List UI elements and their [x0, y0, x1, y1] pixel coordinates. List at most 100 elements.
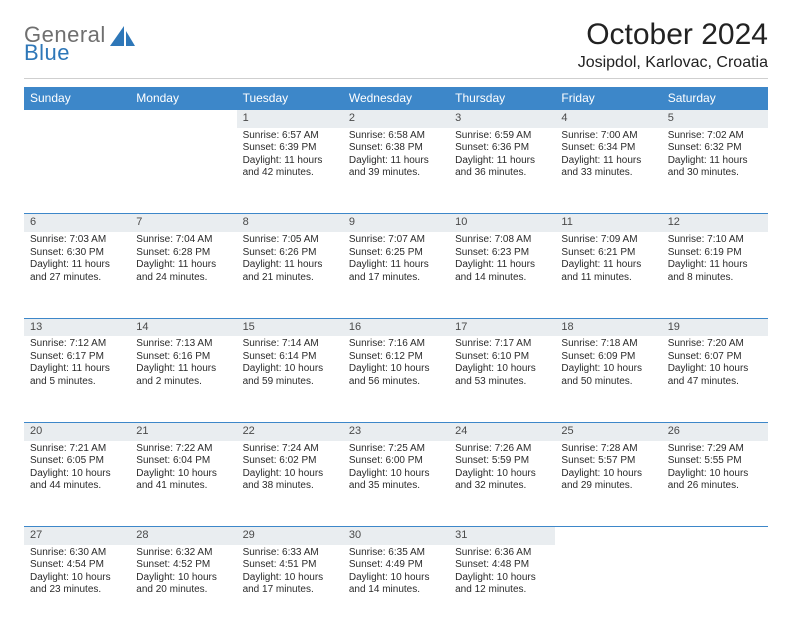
day-number-cell: 18 — [555, 318, 661, 336]
sunset-line: Sunset: 5:55 PM — [668, 455, 762, 468]
sunset-line: Sunset: 6:34 PM — [561, 142, 655, 155]
day-number-row: 20212223242526 — [24, 422, 768, 440]
day-body-cell: Sunrise: 6:35 AMSunset: 4:49 PMDaylight:… — [343, 545, 449, 631]
daylight-line: Daylight: 11 hours and 30 minutes. — [668, 155, 762, 180]
sunrise-line: Sunrise: 7:12 AM — [30, 338, 124, 351]
day-number-cell — [662, 527, 768, 545]
daylight-line: Daylight: 11 hours and 24 minutes. — [136, 259, 230, 284]
day-details: Sunrise: 7:25 AMSunset: 6:00 PMDaylight:… — [343, 441, 449, 499]
sunset-line: Sunset: 4:54 PM — [30, 559, 124, 572]
sunset-line: Sunset: 4:48 PM — [455, 559, 549, 572]
day-number-cell: 14 — [130, 318, 236, 336]
day-number-cell: 22 — [237, 422, 343, 440]
day-details: Sunrise: 7:18 AMSunset: 6:09 PMDaylight:… — [555, 336, 661, 394]
sunset-line: Sunset: 6:12 PM — [349, 351, 443, 364]
sunrise-line: Sunrise: 7:28 AM — [561, 443, 655, 456]
day-details: Sunrise: 7:07 AMSunset: 6:25 PMDaylight:… — [343, 232, 449, 290]
day-body-cell: Sunrise: 7:16 AMSunset: 6:12 PMDaylight:… — [343, 336, 449, 422]
daylight-line: Daylight: 10 hours and 35 minutes. — [349, 468, 443, 493]
month-title: October 2024 — [578, 18, 768, 52]
day-number-cell: 19 — [662, 318, 768, 336]
sunrise-line: Sunrise: 7:08 AM — [455, 234, 549, 247]
daylight-line: Daylight: 11 hours and 8 minutes. — [668, 259, 762, 284]
day-number-cell: 5 — [662, 110, 768, 128]
logo-sail-icon — [110, 26, 136, 48]
sunrise-line: Sunrise: 7:29 AM — [668, 443, 762, 456]
day-body-cell: Sunrise: 7:26 AMSunset: 5:59 PMDaylight:… — [449, 441, 555, 527]
day-number-cell: 17 — [449, 318, 555, 336]
day-body-row: Sunrise: 6:57 AMSunset: 6:39 PMDaylight:… — [24, 128, 768, 214]
day-details: Sunrise: 7:17 AMSunset: 6:10 PMDaylight:… — [449, 336, 555, 394]
day-details: Sunrise: 7:13 AMSunset: 6:16 PMDaylight:… — [130, 336, 236, 394]
sunset-line: Sunset: 6:36 PM — [455, 142, 549, 155]
day-details: Sunrise: 6:57 AMSunset: 6:39 PMDaylight:… — [237, 128, 343, 186]
day-body-cell: Sunrise: 7:20 AMSunset: 6:07 PMDaylight:… — [662, 336, 768, 422]
sunset-line: Sunset: 6:17 PM — [30, 351, 124, 364]
day-number-cell: 28 — [130, 527, 236, 545]
day-body-row: Sunrise: 7:03 AMSunset: 6:30 PMDaylight:… — [24, 232, 768, 318]
sunrise-line: Sunrise: 6:32 AM — [136, 547, 230, 560]
sunrise-line: Sunrise: 6:30 AM — [30, 547, 124, 560]
day-details: Sunrise: 6:33 AMSunset: 4:51 PMDaylight:… — [237, 545, 343, 603]
day-number-cell: 27 — [24, 527, 130, 545]
day-details: Sunrise: 7:00 AMSunset: 6:34 PMDaylight:… — [555, 128, 661, 186]
daylight-line: Daylight: 10 hours and 26 minutes. — [668, 468, 762, 493]
day-body-cell: Sunrise: 7:10 AMSunset: 6:19 PMDaylight:… — [662, 232, 768, 318]
logo-text: General Blue — [24, 24, 106, 64]
sunset-line: Sunset: 6:16 PM — [136, 351, 230, 364]
sunrise-line: Sunrise: 6:33 AM — [243, 547, 337, 560]
day-body-cell: Sunrise: 6:30 AMSunset: 4:54 PMDaylight:… — [24, 545, 130, 631]
day-details: Sunrise: 7:22 AMSunset: 6:04 PMDaylight:… — [130, 441, 236, 499]
day-details: Sunrise: 7:28 AMSunset: 5:57 PMDaylight:… — [555, 441, 661, 499]
day-details: Sunrise: 7:21 AMSunset: 6:05 PMDaylight:… — [24, 441, 130, 499]
day-number-cell: 26 — [662, 422, 768, 440]
sunset-line: Sunset: 6:00 PM — [349, 455, 443, 468]
day-number-cell: 2 — [343, 110, 449, 128]
sunset-line: Sunset: 4:51 PM — [243, 559, 337, 572]
daylight-line: Daylight: 11 hours and 2 minutes. — [136, 363, 230, 388]
day-details: Sunrise: 7:26 AMSunset: 5:59 PMDaylight:… — [449, 441, 555, 499]
day-details: Sunrise: 7:16 AMSunset: 6:12 PMDaylight:… — [343, 336, 449, 394]
day-body-cell: Sunrise: 7:02 AMSunset: 6:32 PMDaylight:… — [662, 128, 768, 214]
day-body-cell: Sunrise: 6:33 AMSunset: 4:51 PMDaylight:… — [237, 545, 343, 631]
daylight-line: Daylight: 10 hours and 53 minutes. — [455, 363, 549, 388]
day-details: Sunrise: 7:02 AMSunset: 6:32 PMDaylight:… — [662, 128, 768, 186]
day-body-cell: Sunrise: 6:58 AMSunset: 6:38 PMDaylight:… — [343, 128, 449, 214]
daylight-line: Daylight: 11 hours and 14 minutes. — [455, 259, 549, 284]
day-number-cell: 7 — [130, 214, 236, 232]
sunset-line: Sunset: 6:30 PM — [30, 247, 124, 260]
daylight-line: Daylight: 10 hours and 14 minutes. — [349, 572, 443, 597]
title-block: October 2024 Josipdol, Karlovac, Croatia — [578, 18, 768, 72]
day-number-cell — [130, 110, 236, 128]
sunrise-line: Sunrise: 7:00 AM — [561, 130, 655, 143]
sunrise-line: Sunrise: 7:18 AM — [561, 338, 655, 351]
day-number-cell: 30 — [343, 527, 449, 545]
day-body-cell: Sunrise: 7:14 AMSunset: 6:14 PMDaylight:… — [237, 336, 343, 422]
sunset-line: Sunset: 6:23 PM — [455, 247, 549, 260]
sunset-line: Sunset: 6:28 PM — [136, 247, 230, 260]
sunrise-line: Sunrise: 7:13 AM — [136, 338, 230, 351]
day-body-cell: Sunrise: 7:12 AMSunset: 6:17 PMDaylight:… — [24, 336, 130, 422]
day-body-cell — [24, 128, 130, 214]
day-body-cell: Sunrise: 6:36 AMSunset: 4:48 PMDaylight:… — [449, 545, 555, 631]
sunrise-line: Sunrise: 7:07 AM — [349, 234, 443, 247]
day-body-cell: Sunrise: 7:03 AMSunset: 6:30 PMDaylight:… — [24, 232, 130, 318]
sunset-line: Sunset: 6:04 PM — [136, 455, 230, 468]
day-body-cell: Sunrise: 7:04 AMSunset: 6:28 PMDaylight:… — [130, 232, 236, 318]
day-number-cell: 9 — [343, 214, 449, 232]
day-body-cell — [662, 545, 768, 631]
sunset-line: Sunset: 6:26 PM — [243, 247, 337, 260]
sunset-line: Sunset: 6:21 PM — [561, 247, 655, 260]
weekday-header: Thursday — [449, 87, 555, 110]
day-number-cell: 16 — [343, 318, 449, 336]
daylight-line: Daylight: 10 hours and 56 minutes. — [349, 363, 443, 388]
day-body-cell: Sunrise: 7:09 AMSunset: 6:21 PMDaylight:… — [555, 232, 661, 318]
sunrise-line: Sunrise: 7:20 AM — [668, 338, 762, 351]
day-number-cell: 10 — [449, 214, 555, 232]
topbar: General Blue October 2024 Josipdol, Karl… — [24, 18, 768, 72]
sunset-line: Sunset: 6:07 PM — [668, 351, 762, 364]
daylight-line: Daylight: 10 hours and 23 minutes. — [30, 572, 124, 597]
sunrise-line: Sunrise: 6:58 AM — [349, 130, 443, 143]
day-body-cell: Sunrise: 7:00 AMSunset: 6:34 PMDaylight:… — [555, 128, 661, 214]
sunrise-line: Sunrise: 7:26 AM — [455, 443, 549, 456]
